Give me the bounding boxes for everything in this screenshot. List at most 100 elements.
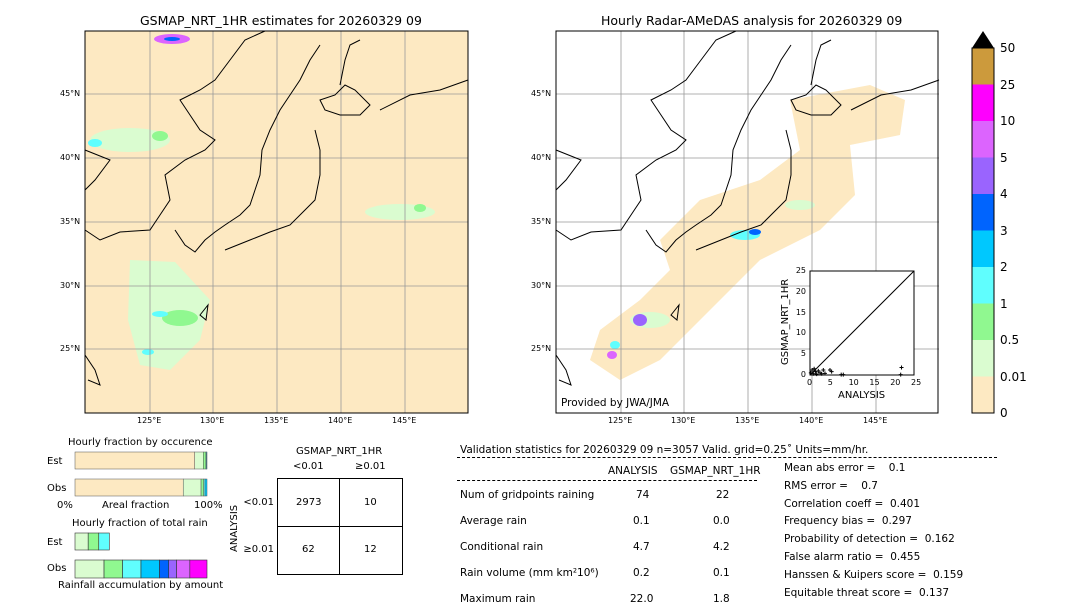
lat-tick-label: 35°N [531,217,552,226]
scatter-ytick: 25 [795,266,806,275]
lon-tick-label: 125°E [608,416,633,425]
lat-tick-label: 25°N [60,344,81,353]
occurrence-bar-segment [74,478,184,497]
fraction-bars [74,451,208,579]
contingency-table: 2973 10 62 12 [277,478,403,575]
rain-bar-segment-obs [189,559,208,579]
stat-analysis-value: 0.1 [633,515,650,527]
stat-gsmap-value: 4.2 [713,541,730,553]
est-label: Est [47,456,63,467]
scatter-xtick: 0 [807,378,813,387]
cell: 62 [302,544,315,555]
lat-tick-label: 25°N [531,344,552,353]
scatter-point [810,368,815,373]
scatter-ytick: 0 [800,370,806,379]
lon-tick-label: 135°E [264,416,289,425]
coastline [555,149,582,191]
occurrence-bar-segment [182,478,202,497]
occurrence-bar-segment [74,451,195,470]
lon-tick-label: 145°E [392,416,417,425]
score-line: Correlation coeff = 0.401 [784,497,920,510]
obs-label: Obs [47,563,67,574]
total-rain-title: Hourly fraction of total rain [72,518,208,529]
row-title: ANALYSIS [229,504,240,552]
colorbar-segment [972,303,994,340]
lat-tick-label: 45°N [60,89,81,98]
occurrence-bar-segment [206,451,208,470]
colorbar-extend-triangle [972,31,994,48]
colorbar-label: 0.5 [1000,333,1020,347]
rain-bar-segment-est [98,532,110,551]
rain-bar-segment-obs [140,559,160,579]
col-header: GSMAP_NRT_1HR [670,465,761,477]
rain-bar-segment-obs [74,559,105,579]
stat-analysis-value: 74 [636,489,650,501]
stat-label: Maximum rain [460,593,536,605]
scatter-ytick: 10 [795,328,806,338]
lon-tick-label: 145°E [863,416,888,425]
col-header: ANALYSIS [608,465,658,477]
scatter-xlabel: ANALYSIS [838,390,886,401]
rain-bar-segment-est [74,532,89,551]
scatter-xtick: 25 [911,378,922,387]
col-label: ≥0.01 [355,461,386,472]
rain-bar-segment-obs [168,559,177,579]
scatter-point [814,372,819,377]
colorbar-segment [972,376,994,413]
stat-analysis-value: 0.2 [633,567,650,579]
rain-bar-segment-est [87,532,100,551]
colorbar-segment [972,48,994,85]
rain-bar-segment-obs [176,559,191,579]
col-label: <0.01 [293,461,324,472]
stats-header: Validation statistics for 20260329 09 n=… [460,444,869,456]
scatter-point [816,368,821,373]
lat-tick-label: 40°N [531,153,552,162]
colorbar-label: 10 [1000,114,1016,128]
colorbar-label: 0.01 [1000,369,1027,384]
coastline [199,303,209,321]
pct-100: 100% [194,500,223,511]
colorbar-segment [972,157,994,194]
scatter-ytick: 15 [795,307,806,317]
coastline [555,354,572,386]
score-line: Frequency bias = 0.297 [784,515,912,528]
colorbar-label: 50 [1000,41,1016,55]
lat-tick-label: 40°N [60,153,81,162]
lat-tick-label: 30°N [60,281,81,290]
colorbar-segment [972,230,994,267]
coastline [790,84,842,116]
lat-tick-label: 30°N [531,281,552,290]
coastline [670,303,680,321]
cell: 2973 [296,497,322,508]
scatter-point [821,368,826,373]
score-line: Probability of detection = 0.162 [784,533,955,546]
row-label: ≥0.01 [243,544,274,555]
scatter-ytick: 20 [795,286,806,296]
stat-gsmap-value: 22 [716,489,730,501]
scatter-xtick: 20 [890,378,901,387]
rain-bar-segment-obs [122,559,142,579]
scatter-point [812,366,817,371]
lon-tick-label: 135°E [735,416,760,425]
one-to-one-line [809,270,915,376]
credit-text: Provided by JWA/JMA [561,397,670,409]
pct-0: 0% [57,500,73,511]
coastline [319,84,371,116]
lon-tick-label: 140°E [328,416,353,425]
row-label: <0.01 [243,497,274,508]
scatter-point [808,370,813,375]
colorbar-segment [972,340,994,377]
lon-tick-label: 140°E [799,416,824,425]
lat-tick-label: 45°N [531,89,552,98]
colorbar-segment [972,121,994,158]
coastline [84,30,266,241]
colorbar-label: 1 [1000,296,1008,311]
rain-bar-segment-obs [103,559,123,579]
colorbar-label: 0 [1000,406,1008,420]
coastline [379,79,469,111]
colorbar-segment [972,84,994,121]
scatter-point [899,365,904,370]
stat-analysis-value: 4.7 [633,541,650,553]
colorbar-label: 3 [1000,223,1008,238]
